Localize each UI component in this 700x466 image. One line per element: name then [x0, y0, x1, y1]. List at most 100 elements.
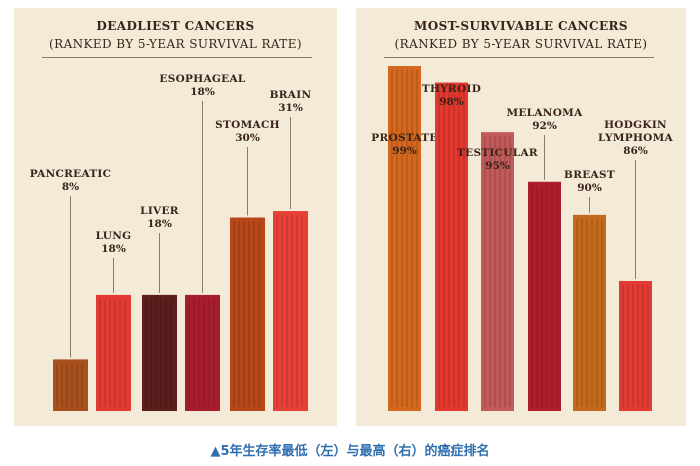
- bar-esophageal: [185, 294, 220, 411]
- value-label-hodgkin-lymphoma: 86%: [623, 145, 648, 157]
- bar-texture-liver: [155, 298, 157, 407]
- label-liver: LIVER: [140, 205, 179, 217]
- label-brain: BRAIN: [270, 89, 312, 101]
- bar-texture-brain: [281, 215, 283, 407]
- bar-melanoma: [528, 181, 561, 411]
- bar-texture-testicular: [484, 136, 486, 407]
- bar-texture-liver: [150, 298, 152, 407]
- bar-texture-stomach: [233, 221, 235, 407]
- deadliest-subtitle: (RANKED BY 5-YEAR SURVIVAL RATE): [49, 37, 302, 51]
- label-lung: LUNG: [96, 230, 132, 242]
- bar-texture-lung: [114, 298, 116, 407]
- label-thyroid: THYROID: [422, 83, 481, 95]
- value-label-lung: 18%: [101, 243, 126, 255]
- bar-stomach: [230, 217, 265, 411]
- bar-texture-testicular: [499, 136, 501, 407]
- label-hodgkin-lymphoma: LYMPHOMA: [598, 132, 674, 144]
- survivable-title: MOST-SURVIVABLE CANCERS: [414, 19, 628, 33]
- bar-texture-breast: [581, 218, 583, 407]
- bar-texture-pancreatic: [71, 363, 73, 407]
- label-breast: BREAST: [564, 169, 615, 181]
- bar-pancreatic: [53, 359, 88, 411]
- bar-texture-prostate: [396, 70, 398, 407]
- bar-texture-pancreatic: [56, 363, 58, 407]
- bar-texture-esophageal: [188, 298, 190, 407]
- label-hodgkin-lymphoma: HODGKIN: [604, 119, 667, 131]
- bar-texture-breast: [586, 218, 588, 407]
- figure-caption: ▲5年生存率最低（左）与最高（右）的癌症排名: [210, 444, 490, 459]
- bar-texture-brain: [291, 215, 293, 407]
- label-pancreatic: PANCREATIC: [30, 168, 112, 180]
- bar-texture-prostate: [406, 70, 408, 407]
- bar-texture-thyroid: [453, 86, 455, 408]
- bar-texture-melanoma: [541, 185, 543, 407]
- label-stomach: STOMACH: [215, 119, 280, 131]
- value-label-stomach: 30%: [235, 132, 260, 144]
- bar-texture-esophageal: [203, 298, 205, 407]
- bar-brain: [273, 211, 308, 411]
- bar-texture-prostate: [411, 70, 413, 407]
- bar-texture-testicular: [494, 136, 496, 407]
- bar-texture-lung: [99, 298, 101, 407]
- bar-texture-brain: [301, 215, 303, 407]
- value-label-brain: 31%: [278, 102, 303, 114]
- bar-thyroid: [435, 82, 468, 412]
- value-label-prostate: 99%: [392, 145, 417, 157]
- value-label-testicular: 95%: [485, 160, 510, 172]
- bar-texture-melanoma: [551, 185, 553, 407]
- value-label-thyroid: 98%: [439, 96, 464, 108]
- bar-texture-esophageal: [193, 298, 195, 407]
- bar-texture-hodgkin-lymphoma: [637, 285, 639, 407]
- bar-texture-liver: [165, 298, 167, 407]
- bar-texture-esophageal: [213, 298, 215, 407]
- bar-texture-breast: [591, 218, 593, 407]
- bar-texture-testicular: [504, 136, 506, 407]
- bar-texture-esophageal: [198, 298, 200, 407]
- value-label-breast: 90%: [577, 182, 602, 194]
- bar-texture-stomach: [248, 221, 250, 407]
- bar-breast: [573, 214, 606, 411]
- bar-texture-hodgkin-lymphoma: [627, 285, 629, 407]
- deadliest-cancers-panel: DEADLIEST CANCERS (RANKED BY 5-YEAR SURV…: [14, 8, 337, 426]
- value-label-pancreatic: 8%: [62, 181, 79, 193]
- bar-texture-testicular: [509, 136, 511, 407]
- bar-testicular: [481, 132, 514, 411]
- bar-texture-thyroid: [463, 86, 465, 408]
- bar-texture-stomach: [243, 221, 245, 407]
- bar-texture-brain: [296, 215, 298, 407]
- label-esophageal: ESOPHAGEAL: [159, 73, 246, 85]
- label-prostate: PROSTATE: [371, 132, 437, 144]
- bar-texture-stomach: [253, 221, 255, 407]
- bar-texture-hodgkin-lymphoma: [647, 285, 649, 407]
- bar-texture-pancreatic: [76, 363, 78, 407]
- bar-texture-melanoma: [556, 185, 558, 407]
- bar-liver: [142, 294, 177, 411]
- value-label-melanoma: 92%: [532, 120, 557, 132]
- bar-texture-stomach: [258, 221, 260, 407]
- survivable-subtitle: (RANKED BY 5-YEAR SURVIVAL RATE): [394, 37, 648, 51]
- bar-hodgkin-lymphoma: [619, 281, 652, 411]
- bar-texture-liver: [170, 298, 172, 407]
- bar-texture-stomach: [238, 221, 240, 407]
- bar-texture-thyroid: [443, 86, 445, 408]
- bar-texture-pancreatic: [81, 363, 83, 407]
- bar-texture-lung: [124, 298, 126, 407]
- bar-texture-hodgkin-lymphoma: [642, 285, 644, 407]
- bar-texture-pancreatic: [66, 363, 68, 407]
- bar-texture-melanoma: [546, 185, 548, 407]
- deadliest-title-rule: [42, 57, 312, 58]
- bar-texture-breast: [601, 218, 603, 407]
- bar-prostate: [388, 66, 421, 411]
- bar-texture-testicular: [489, 136, 491, 407]
- bar-texture-prostate: [401, 70, 403, 407]
- bar-texture-esophageal: [208, 298, 210, 407]
- bar-texture-hodgkin-lymphoma: [622, 285, 624, 407]
- bar-texture-prostate: [391, 70, 393, 407]
- deadliest-bar-chart: PANCREATIC8%LUNG18%LIVER18%ESOPHAGEAL18%…: [30, 73, 312, 411]
- bar-texture-lung: [119, 298, 121, 407]
- deadliest-title: DEADLIEST CANCERS: [96, 19, 255, 33]
- survivable-cancers-panel: MOST-SURVIVABLE CANCERS (RANKED BY 5-YEA…: [356, 8, 686, 426]
- bar-texture-hodgkin-lymphoma: [632, 285, 634, 407]
- bar-texture-brain: [286, 215, 288, 407]
